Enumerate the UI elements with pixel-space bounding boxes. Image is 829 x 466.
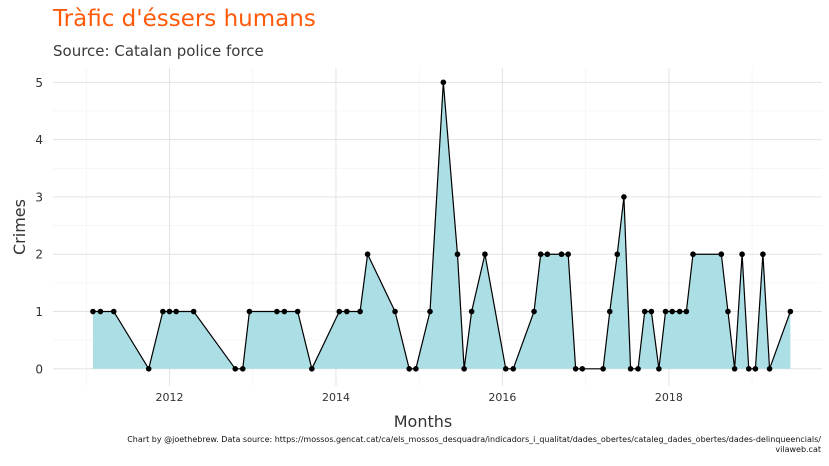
data-point: [190, 308, 197, 315]
data-point: [669, 308, 675, 315]
data-point: [343, 308, 350, 315]
data-point: [745, 366, 752, 372]
data-point: [648, 308, 655, 315]
data-point: [413, 366, 419, 372]
data-point: [760, 251, 766, 258]
data-point: [364, 251, 371, 258]
data-point: [166, 308, 173, 315]
data-point: [621, 194, 627, 200]
data-point: [145, 366, 152, 372]
data-points: [90, 79, 794, 372]
data-point: [468, 308, 475, 315]
axis-ticks: 0 1 2 3 4 5 2012 2014 2016 2018: [35, 76, 683, 404]
caption-line-site: vilaweb.cat: [775, 445, 821, 454]
chart-subtitle: Source: Catalan police force: [53, 42, 264, 60]
data-point: [787, 308, 794, 315]
data-point: [510, 366, 517, 372]
data-point: [690, 251, 696, 258]
y-tick-label: 4: [35, 133, 43, 147]
data-point: [482, 251, 488, 258]
data-point: [406, 366, 413, 372]
y-tick-label: 0: [35, 362, 43, 376]
data-point: [614, 251, 621, 258]
data-point: [676, 308, 683, 315]
data-point: [537, 251, 544, 258]
data-point: [336, 308, 343, 315]
data-point: [246, 308, 253, 315]
data-point: [656, 366, 662, 372]
x-tick-label: 2012: [156, 391, 184, 404]
x-axis-label: Months: [394, 412, 452, 431]
data-point: [110, 308, 117, 315]
data-point: [683, 308, 690, 315]
data-point: [579, 366, 586, 372]
data-point: [766, 366, 773, 372]
data-point: [502, 366, 509, 372]
x-tick-label: 2014: [322, 391, 350, 404]
y-tick-label: 2: [35, 248, 43, 262]
data-point: [357, 308, 363, 315]
data-point: [565, 251, 571, 258]
data-point: [641, 308, 648, 315]
data-point: [392, 308, 398, 315]
data-point: [627, 366, 634, 372]
y-axis-label: Crimes: [10, 199, 29, 255]
data-point: [739, 251, 745, 258]
data-point: [97, 308, 104, 315]
data-point: [606, 308, 613, 315]
data-point: [281, 308, 288, 315]
data-point: [309, 366, 315, 372]
data-point: [239, 366, 246, 372]
data-point: [635, 366, 641, 372]
x-tick-label: 2016: [488, 391, 516, 404]
data-point: [294, 308, 301, 315]
chart-caption: Chart by @joethebrew. Data source: https…: [127, 435, 821, 455]
series-line: [92, 81, 791, 370]
chart-title: Tràfic d'éssers humans: [53, 6, 316, 32]
y-tick-label: 1: [35, 305, 43, 319]
data-point: [531, 308, 537, 315]
data-point: [544, 251, 551, 258]
data-point: [725, 308, 731, 315]
data-point: [427, 308, 433, 315]
data-point: [454, 251, 461, 258]
y-tick-label: 3: [35, 190, 43, 204]
data-point: [731, 366, 738, 372]
data-point: [718, 251, 725, 258]
data-point: [662, 308, 669, 315]
data-point: [232, 366, 239, 372]
data-point: [274, 308, 280, 315]
data-point: [173, 308, 179, 315]
data-point: [752, 366, 759, 372]
y-tick-label: 5: [35, 76, 43, 90]
data-point: [558, 251, 565, 258]
data-point: [572, 366, 579, 372]
data-point: [160, 308, 166, 315]
data-point: [461, 366, 467, 372]
series-area: [92, 82, 791, 369]
data-point: [440, 79, 447, 86]
data-point: [600, 366, 606, 372]
data-point: [90, 308, 96, 315]
x-tick-label: 2018: [655, 391, 683, 404]
caption-line-source: Chart by @joethebrew. Data source: https…: [127, 435, 821, 444]
